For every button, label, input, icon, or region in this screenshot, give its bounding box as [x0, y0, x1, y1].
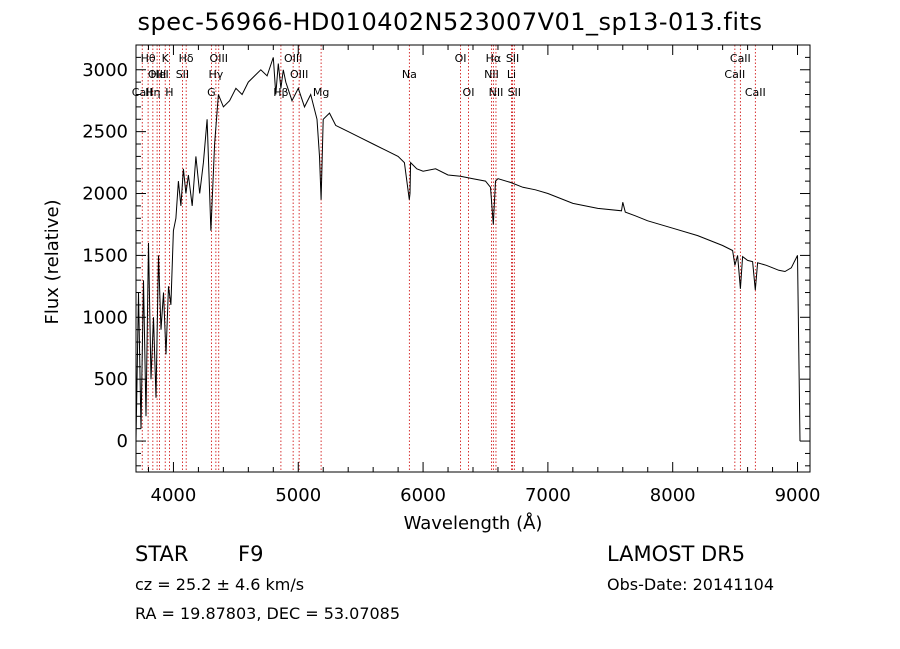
x-tick-label: 6000 [400, 485, 446, 506]
y-tick-label: 3000 [82, 60, 128, 81]
y-tick-label: 500 [94, 369, 128, 390]
line-marker-labels-layer: CaIIHθHηOIIIHeIKHSIIHδGHγOIIIHβOIIIOIIIM… [132, 52, 766, 99]
line-marker-label: Hγ [208, 68, 223, 81]
object-class: STAR [135, 542, 189, 566]
line-marker-label: Hβ [273, 86, 288, 99]
line-markers-layer [141, 45, 756, 472]
line-marker-label: SII [506, 52, 519, 65]
line-marker-label: OIII [290, 68, 308, 81]
plot-frame [135, 44, 811, 473]
line-marker-label: Li [507, 68, 516, 81]
y-tick-label: 1000 [82, 307, 128, 328]
chart-title: spec-56966-HD010402N523007V01_sp13-013.f… [137, 8, 763, 36]
x-axis-ticks: 4000 5000 6000 7000 8000 9000 [147, 45, 821, 506]
line-marker-label: SII [176, 68, 189, 81]
line-marker-label: H [165, 86, 173, 99]
line-marker-label: NII [484, 68, 499, 81]
line-marker-label: CaII [730, 52, 751, 65]
y-tick-label: 0 [117, 431, 128, 452]
line-marker-label: K [162, 52, 170, 65]
y-axis-label: Flux (relative) [42, 199, 63, 324]
line-marker-label: NII [489, 86, 504, 99]
spectrum-line [135, 57, 801, 442]
x-tick-label: 8000 [650, 485, 696, 506]
line-marker-label: OI [463, 86, 475, 99]
line-marker-label: SII [508, 86, 521, 99]
survey-name: LAMOST DR5 [607, 542, 746, 566]
line-marker-label: HeI [150, 68, 168, 81]
line-marker-label: G [207, 86, 216, 99]
redshift-readout: cz = 25.2 ± 4.6 km/s [135, 575, 305, 594]
x-axis-label: Wavelength (Å) [404, 512, 543, 534]
obs-date: Obs-Date: 20141104 [607, 575, 775, 594]
line-marker-label: CaII [724, 68, 745, 81]
object-subclass: F9 [238, 542, 264, 566]
y-axis-ticks: 0 500 1000 1500 2000 2500 3000 [82, 56, 810, 467]
line-marker-label: OIII [148, 68, 166, 81]
x-tick-label: 7000 [525, 485, 571, 506]
y-tick-label: 2000 [82, 184, 128, 205]
x-tick-label: 5000 [275, 485, 321, 506]
line-marker-label: Hδ [179, 52, 194, 65]
line-marker-label: Hη [145, 86, 160, 99]
y-tick-label: 1500 [82, 245, 128, 266]
line-marker-label: CaII [745, 86, 766, 99]
line-marker-label: Na [402, 68, 417, 81]
line-marker-label: OIII [284, 52, 302, 65]
coordinates: RA = 19.87803, DEC = 53.07085 [135, 604, 401, 623]
y-tick-label: 2500 [82, 122, 128, 143]
line-marker-label: OIII [210, 52, 228, 65]
line-marker-label: Mg [313, 86, 329, 99]
line-marker-label: CaII [132, 86, 153, 99]
line-marker-label: Hα [486, 52, 502, 65]
line-marker-label: OI [455, 52, 467, 65]
x-tick-label: 9000 [775, 485, 821, 506]
line-marker-label: Hθ [141, 52, 156, 65]
x-tick-label: 4000 [151, 485, 197, 506]
